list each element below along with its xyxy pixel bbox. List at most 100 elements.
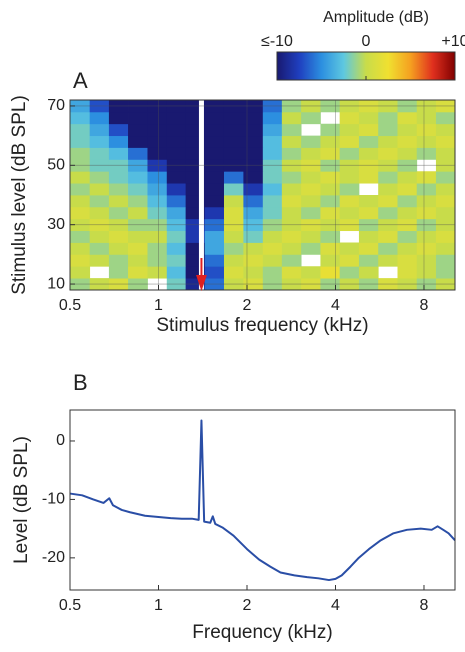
heatmap-cell <box>435 171 455 184</box>
x-tick-label: 0.5 <box>59 297 81 314</box>
heatmap-cell <box>89 254 110 267</box>
heatmap-cell <box>416 135 437 148</box>
heatmap-cell <box>320 254 341 267</box>
heatmap-cell <box>397 183 418 196</box>
heatmap-cell <box>166 278 187 290</box>
heatmap-cell <box>204 147 225 160</box>
heatmap-cell <box>108 100 129 113</box>
heatmap-cell <box>128 111 148 125</box>
heatmap-cell <box>435 242 455 255</box>
heatmap-cell <box>435 111 455 125</box>
y-tick-label: -20 <box>42 549 65 566</box>
heatmap-cell <box>204 159 225 172</box>
heatmap-cell <box>378 242 398 255</box>
heatmap-cell <box>128 266 148 279</box>
heatmap-cell <box>262 278 283 290</box>
heatmap-cell <box>204 183 225 196</box>
heatmap-cell <box>147 100 168 113</box>
heatmap-cell <box>320 135 341 148</box>
heatmap-cell <box>320 218 341 232</box>
heatmap-cell <box>397 218 418 232</box>
heatmap-cell <box>262 218 283 232</box>
heatmap-cell <box>435 266 455 279</box>
heatmap-cell <box>223 171 244 184</box>
heatmap-cell <box>147 230 168 243</box>
heatmap-cell <box>378 123 398 137</box>
heatmap-cell <box>320 183 341 196</box>
heatmap-cell <box>70 183 91 196</box>
heatmap-cell <box>243 135 264 148</box>
heatmap-cell <box>281 135 302 148</box>
heatmap-cell <box>435 218 455 232</box>
heatmap-cell <box>223 218 244 232</box>
x-tick-label: 2 <box>243 597 252 614</box>
heatmap-cell <box>243 278 264 290</box>
heatmap-cell <box>358 135 379 148</box>
heatmap-cell <box>89 111 110 125</box>
heatmap-cell <box>204 206 225 220</box>
heatmap-cell <box>262 183 283 196</box>
heatmap-cell <box>243 159 264 172</box>
heatmap-cell <box>166 171 187 184</box>
heatmap-cell <box>223 278 244 290</box>
heatmap-cell <box>243 111 264 125</box>
heatmap-cell <box>320 278 341 290</box>
heatmap-cell <box>243 266 264 279</box>
heatmap-cell <box>223 206 244 220</box>
heatmap-cell <box>147 254 168 267</box>
heatmap-cell <box>70 111 91 125</box>
heatmap-cell <box>108 159 129 172</box>
heatmap-cell <box>223 147 244 160</box>
heatmap-cell <box>416 230 437 243</box>
heatmap-cell <box>281 278 302 290</box>
heatmap-cell <box>147 123 168 137</box>
heatmap-cell <box>320 230 341 243</box>
y-axis-label: Stimulus level (dB SPL) <box>9 95 30 295</box>
heatmap-cell <box>378 100 398 113</box>
heatmap-cell <box>339 183 360 196</box>
heatmap-cell <box>339 111 360 125</box>
heatmap-cell <box>435 147 455 160</box>
heatmap-cell <box>358 278 379 290</box>
heatmap-cell <box>301 278 321 290</box>
heatmap-cell <box>147 159 168 172</box>
heatmap-cell <box>204 100 225 113</box>
heatmap-cell <box>147 111 168 125</box>
colorbar-tick-label: 0 <box>362 33 371 50</box>
heatmap-cell <box>89 195 110 208</box>
heatmap-cell <box>223 159 244 172</box>
heatmap-cell <box>281 159 302 172</box>
heatmap-cell <box>108 195 129 208</box>
colorbar-title: Amplitude (dB) <box>323 9 429 26</box>
heatmap-cell <box>185 278 206 290</box>
heatmap-cell <box>281 123 302 137</box>
heatmap-cell <box>166 111 187 125</box>
heatmap-cell <box>166 230 187 243</box>
heatmap-cell <box>243 147 264 160</box>
heatmap-cell <box>378 135 398 148</box>
heatmap-cell <box>70 278 91 290</box>
heatmap-cell <box>70 206 91 220</box>
heatmap-cell <box>70 218 91 232</box>
panel-label: A <box>73 68 88 93</box>
heatmap-cell <box>166 183 187 196</box>
heatmap-cell <box>281 266 302 279</box>
heatmap-cell <box>128 242 148 255</box>
heatmap-cell <box>320 159 341 172</box>
heatmap-cell <box>397 159 418 172</box>
heatmap-cell <box>147 242 168 255</box>
heatmap-cell <box>204 266 225 279</box>
heatmap-cell <box>378 218 398 232</box>
heatmap-cell <box>416 100 437 113</box>
heatmap-cell <box>262 135 283 148</box>
heatmap-cell <box>243 123 264 137</box>
heatmap-cell <box>397 206 418 220</box>
heatmap-cell <box>435 195 455 208</box>
heatmap-cell <box>243 195 264 208</box>
heatmap-cell <box>339 159 360 172</box>
heatmap-cell <box>358 206 379 220</box>
heatmap-cell <box>358 147 379 160</box>
heatmap-cell <box>358 195 379 208</box>
heatmap-cell <box>358 230 379 243</box>
heatmap-cell <box>301 147 321 160</box>
